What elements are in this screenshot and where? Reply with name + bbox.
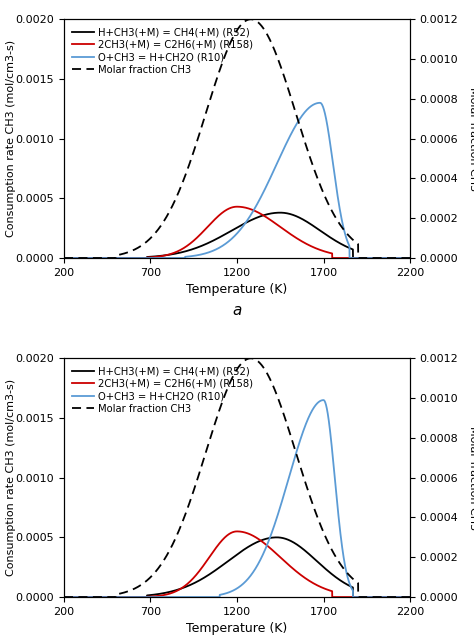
H+CH3(+M) = CH4(+M) (R52) [194,578,200,586]
O+CH3 = H+CH2O (R10) [61,593,67,601]
H+CH3(+M) = CH4(+M) (R52) [277,209,283,216]
O+CH3 = H+CH2O (R10) [407,593,413,601]
2CH3(+M) = C2H6(+M) (R158) [234,203,240,211]
2CH3(+M) = C2H6(+M) (R158) [401,254,406,262]
Y-axis label: Molar fraction CH3: Molar fraction CH3 [468,426,474,530]
H+CH3(+M) = CH4(+M) (R52) [61,593,67,601]
2CH3(+M) = C2H6(+M) (R158) [61,593,67,601]
2CH3(+M) = C2H6(+M) (R158) [61,254,67,262]
H+CH3(+M) = CH4(+M) (R52) [401,254,406,262]
Molar fraction CH3 [209,429,215,437]
H+CH3(+M) = CH4(+M) (R52) [61,254,67,262]
O+CH3 = H+CH2O (R10) [407,254,413,262]
O+CH3 = H+CH2O (R10) [61,254,67,262]
O+CH3 = H+CH2O (R10) [401,593,406,601]
Y-axis label: Consumption rate CH3 (mol/cm3-s): Consumption rate CH3 (mol/cm3-s) [6,40,16,237]
Molar fraction CH3 [61,593,67,601]
2CH3(+M) = C2H6(+M) (R158) [209,219,215,227]
H+CH3(+M) = CH4(+M) (R52) [407,254,413,262]
Line: H+CH3(+M) = CH4(+M) (R52): H+CH3(+M) = CH4(+M) (R52) [64,213,410,258]
Line: O+CH3 = H+CH2O (R10): O+CH3 = H+CH2O (R10) [64,103,410,258]
Line: 2CH3(+M) = C2H6(+M) (R158): 2CH3(+M) = C2H6(+M) (R158) [64,532,410,597]
O+CH3 = H+CH2O (R10) [401,254,406,262]
Molar fraction CH3 [363,593,369,601]
O+CH3 = H+CH2O (R10) [209,593,215,601]
Molar fraction CH3 [401,593,406,601]
Molar fraction CH3 [407,254,413,262]
H+CH3(+M) = CH4(+M) (R52) [194,244,200,252]
Molar fraction CH3 [209,91,215,98]
O+CH3 = H+CH2O (R10) [100,254,106,262]
Molar fraction CH3 [407,593,413,601]
O+CH3 = H+CH2O (R10) [121,254,127,262]
Line: Molar fraction CH3: Molar fraction CH3 [64,358,410,597]
2CH3(+M) = C2H6(+M) (R158) [407,593,413,601]
2CH3(+M) = C2H6(+M) (R158) [407,254,413,262]
O+CH3 = H+CH2O (R10) [100,593,106,601]
Legend: H+CH3(+M) = CH4(+M) (R52), 2CH3(+M) = C2H6(+M) (R158), O+CH3 = H+CH2O (R10), Mol: H+CH3(+M) = CH4(+M) (R52), 2CH3(+M) = C2… [69,363,256,417]
H+CH3(+M) = CH4(+M) (R52) [209,238,215,245]
2CH3(+M) = C2H6(+M) (R158) [121,593,127,601]
Y-axis label: Molar fraction CH3: Molar fraction CH3 [468,87,474,191]
H+CH3(+M) = CH4(+M) (R52) [100,593,106,601]
2CH3(+M) = C2H6(+M) (R158) [100,254,106,262]
Molar fraction CH3 [121,589,127,596]
2CH3(+M) = C2H6(+M) (R158) [363,593,369,601]
H+CH3(+M) = CH4(+M) (R52) [274,534,280,541]
X-axis label: Temperature (K): Temperature (K) [186,283,288,297]
Molar fraction CH3 [248,15,254,23]
Molar fraction CH3 [248,354,254,362]
Molar fraction CH3 [61,254,67,262]
2CH3(+M) = C2H6(+M) (R158) [234,528,240,535]
Molar fraction CH3 [401,254,406,262]
Legend: H+CH3(+M) = CH4(+M) (R52), 2CH3(+M) = C2H6(+M) (R158), O+CH3 = H+CH2O (R10), Mol: H+CH3(+M) = CH4(+M) (R52), 2CH3(+M) = C2… [69,24,256,78]
Line: 2CH3(+M) = C2H6(+M) (R158): 2CH3(+M) = C2H6(+M) (R158) [64,207,410,258]
H+CH3(+M) = CH4(+M) (R52) [121,593,127,601]
Molar fraction CH3 [194,478,200,485]
H+CH3(+M) = CH4(+M) (R52) [363,593,369,601]
H+CH3(+M) = CH4(+M) (R52) [121,254,127,262]
H+CH3(+M) = CH4(+M) (R52) [363,254,369,262]
Line: O+CH3 = H+CH2O (R10): O+CH3 = H+CH2O (R10) [64,400,410,597]
Molar fraction CH3 [121,250,127,257]
O+CH3 = H+CH2O (R10) [363,254,369,262]
Line: H+CH3(+M) = CH4(+M) (R52): H+CH3(+M) = CH4(+M) (R52) [64,537,410,597]
2CH3(+M) = C2H6(+M) (R158) [194,234,200,242]
H+CH3(+M) = CH4(+M) (R52) [100,254,106,262]
H+CH3(+M) = CH4(+M) (R52) [401,593,406,601]
X-axis label: Temperature (K): Temperature (K) [186,622,288,636]
O+CH3 = H+CH2O (R10) [209,247,215,255]
Text: a: a [232,303,242,318]
2CH3(+M) = C2H6(+M) (R158) [401,593,406,601]
O+CH3 = H+CH2O (R10) [194,252,200,259]
O+CH3 = H+CH2O (R10) [194,593,200,601]
2CH3(+M) = C2H6(+M) (R158) [363,254,369,262]
Molar fraction CH3 [100,254,106,262]
Molar fraction CH3 [100,593,106,601]
Y-axis label: Consumption rate CH3 (mol/cm3-s): Consumption rate CH3 (mol/cm3-s) [6,379,16,577]
Molar fraction CH3 [363,254,369,262]
Line: Molar fraction CH3: Molar fraction CH3 [64,19,410,258]
2CH3(+M) = C2H6(+M) (R158) [100,593,106,601]
Molar fraction CH3 [194,139,200,146]
H+CH3(+M) = CH4(+M) (R52) [407,593,413,601]
2CH3(+M) = C2H6(+M) (R158) [121,254,127,262]
2CH3(+M) = C2H6(+M) (R158) [209,550,215,558]
O+CH3 = H+CH2O (R10) [363,593,369,601]
O+CH3 = H+CH2O (R10) [121,593,127,601]
H+CH3(+M) = CH4(+M) (R52) [209,569,215,577]
O+CH3 = H+CH2O (R10) [317,99,323,107]
O+CH3 = H+CH2O (R10) [320,396,326,404]
2CH3(+M) = C2H6(+M) (R158) [194,571,200,578]
